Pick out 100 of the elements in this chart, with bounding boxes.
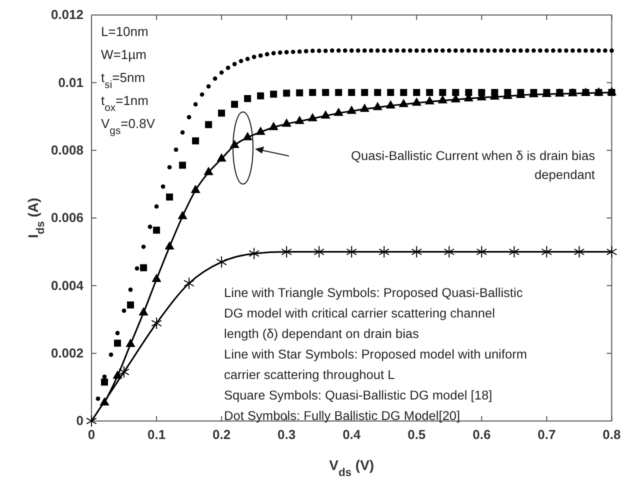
point — [216, 256, 227, 268]
point — [322, 88, 330, 96]
point — [164, 241, 174, 250]
point — [178, 210, 188, 220]
point — [346, 246, 358, 258]
x-axis-title: V$_{ds}$ (V) — [329, 457, 374, 477]
point — [360, 104, 370, 112]
point — [138, 307, 148, 316]
x-tick-label: 0.1 — [147, 427, 166, 442]
point — [309, 88, 316, 96]
point — [450, 94, 460, 102]
point — [151, 317, 162, 330]
point — [574, 246, 585, 258]
x-tick-label: 0.6 — [472, 427, 491, 442]
annotation: Line with Triangle Symbols: Proposed Quasi-Ballistic — [224, 285, 524, 300]
point — [387, 88, 394, 96]
point — [112, 370, 122, 379]
point — [361, 88, 368, 96]
point — [204, 166, 214, 176]
point — [283, 90, 290, 97]
annotation: t$_{ox}$=1nm — [101, 93, 148, 114]
point — [244, 95, 252, 102]
point — [438, 95, 448, 104]
annotation: length (δ) dependant on drain bias — [224, 326, 419, 341]
annotation: L=10nm — [101, 24, 148, 39]
point — [374, 88, 382, 96]
point — [118, 366, 130, 378]
annotation: carrier scattering throughout L — [224, 367, 395, 382]
point — [86, 414, 97, 428]
point — [256, 126, 266, 135]
point — [412, 97, 422, 106]
point — [268, 122, 278, 130]
point — [294, 116, 304, 124]
annotation: Line with Star Symbols: Proposed model with uniform — [224, 346, 527, 362]
point — [114, 340, 122, 347]
point — [179, 162, 186, 169]
point — [346, 106, 356, 114]
annotation: V$_{gs}$=0.8V — [101, 116, 156, 136]
point — [411, 246, 422, 258]
x-tick-label: 0.5 — [408, 427, 426, 442]
point — [152, 274, 162, 282]
point — [184, 277, 194, 290]
annotation: DG model with critical carrier scattering channel — [224, 306, 495, 320]
annotation: Square Symbols: Quasi-Ballistic DG model [18] — [224, 388, 492, 402]
x-tick-label: 0.7 — [538, 427, 556, 442]
y-tick-label: 0.006 — [50, 210, 84, 226]
point — [231, 100, 238, 108]
point — [372, 102, 382, 110]
point — [386, 100, 396, 108]
point — [476, 246, 488, 258]
point — [320, 110, 330, 119]
x-tick-label: 0.3 — [278, 427, 296, 442]
point — [192, 137, 200, 144]
point — [127, 301, 134, 308]
point — [413, 88, 420, 96]
point — [282, 118, 292, 127]
point — [153, 226, 160, 234]
point — [308, 112, 318, 122]
point — [424, 96, 434, 104]
annotation: W=1µm — [101, 47, 146, 62]
y-tick-label: 0.008 — [50, 142, 84, 158]
y-tick-label: 0.004 — [50, 278, 84, 293]
x-tick-label: 0 — [88, 427, 96, 442]
point — [398, 98, 408, 108]
y-tick-label: 0.01 — [58, 74, 84, 90]
point — [216, 153, 226, 162]
annotation: Quasi-Ballistic Current when δ is drain bias dependant — [351, 148, 596, 182]
y-tick-label: 0.012 — [50, 7, 84, 22]
point — [248, 247, 260, 260]
point — [242, 132, 252, 140]
point — [281, 246, 292, 258]
point — [101, 378, 108, 386]
point — [439, 88, 446, 96]
x-tick-label: 0.2 — [212, 427, 231, 442]
point — [378, 246, 390, 258]
x-tick-label: 0.4 — [342, 427, 362, 442]
point — [452, 88, 460, 96]
point — [335, 88, 342, 96]
point — [400, 88, 408, 96]
point — [444, 246, 455, 258]
point — [541, 246, 552, 258]
y-tick-label: 0.002 — [50, 345, 84, 360]
point — [348, 88, 356, 96]
point — [314, 246, 324, 258]
point — [126, 338, 136, 347]
point — [257, 92, 264, 100]
annotation: t$_{si}$=5nm — [101, 70, 146, 90]
point — [426, 88, 434, 96]
point — [606, 246, 618, 258]
point — [334, 108, 344, 116]
point — [166, 194, 174, 201]
annotation: Dot Symbols: Fully Ballistic DG Model[20] — [224, 408, 460, 423]
point — [190, 184, 200, 194]
point — [205, 121, 212, 128]
point — [296, 89, 304, 96]
x-tick-label: 0.8 — [602, 427, 621, 442]
y-tick-label: 0 — [76, 413, 84, 428]
point — [508, 246, 520, 258]
point — [140, 264, 148, 272]
point — [218, 110, 226, 117]
